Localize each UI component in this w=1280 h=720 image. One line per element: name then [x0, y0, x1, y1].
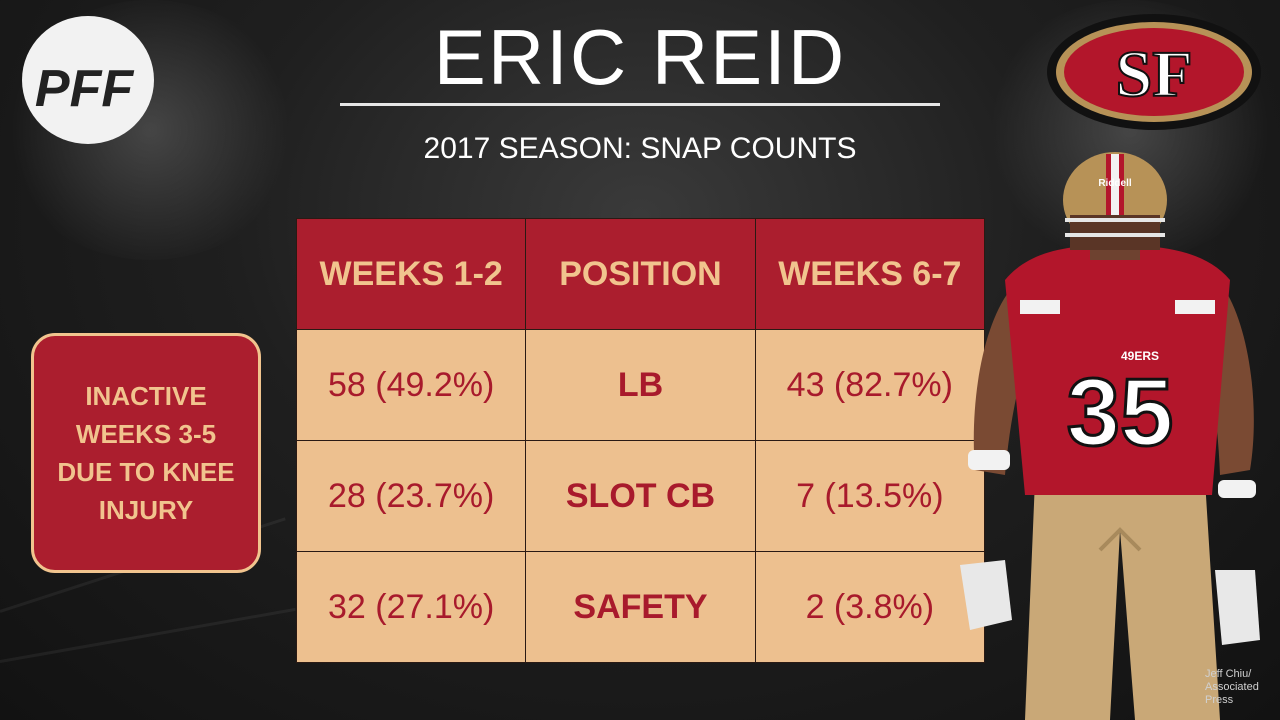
photo-credit: Jeff Chiu/ Associated Press [1205, 668, 1275, 707]
weeks-6-7-cell: 2 (3.8%) [754, 551, 986, 663]
49ers-logo: SF [1047, 14, 1261, 130]
photo-credit-line: Press [1205, 694, 1234, 706]
pff-logo: PFF [22, 16, 154, 144]
weeks-1-2-cell: 58 (49.2%) [295, 329, 527, 441]
table-header-row: WEEKS 1-2 POSITION WEEKS 6-7 [295, 218, 986, 330]
page-title: ERIC REID [433, 13, 847, 101]
helmet-brand-text: Riddell [1098, 178, 1132, 189]
injury-note: INACTIVE WEEKS 3-5 DUE TO KNEE INJURY [31, 333, 261, 573]
snap-count-table: WEEKS 1-2 POSITION WEEKS 6-7 58 (49.2%) … [295, 218, 986, 663]
column-header-weeks-1-2: WEEKS 1-2 [295, 218, 527, 330]
jersey-brand-text: 49ERS [1121, 349, 1159, 363]
player-photo: 49ERS 35 Riddell [960, 152, 1260, 720]
weeks-6-7-cell: 7 (13.5%) [754, 440, 986, 552]
weeks-1-2-cell: 28 (23.7%) [295, 440, 527, 552]
photo-credit-line: Jeff Chiu/ [1205, 668, 1252, 680]
table-row: 28 (23.7%) SLOT CB 7 (13.5%) [295, 440, 986, 552]
field-line [0, 607, 296, 663]
position-cell: LB [525, 329, 756, 441]
title-divider [340, 103, 940, 106]
jersey-number: 35 [1067, 359, 1174, 466]
column-header-position: POSITION [525, 218, 756, 330]
weeks-6-7-cell: 43 (82.7%) [754, 329, 986, 441]
table-row: 32 (27.1%) SAFETY 2 (3.8%) [295, 551, 986, 663]
position-cell: SAFETY [525, 551, 756, 663]
page-subtitle: 2017 SEASON: SNAP COUNTS [423, 132, 857, 165]
position-cell: SLOT CB [525, 440, 756, 552]
column-header-weeks-6-7: WEEKS 6-7 [754, 218, 986, 330]
weeks-1-2-cell: 32 (27.1%) [295, 551, 527, 663]
49ers-logo-text: SF [1115, 38, 1192, 111]
table-row: 58 (49.2%) LB 43 (82.7%) [295, 329, 986, 441]
photo-credit-line: Associated [1205, 681, 1259, 693]
pff-logo-text: PFF [35, 60, 134, 118]
injury-note-text: INACTIVE WEEKS 3-5 DUE TO KNEE INJURY [57, 381, 235, 525]
